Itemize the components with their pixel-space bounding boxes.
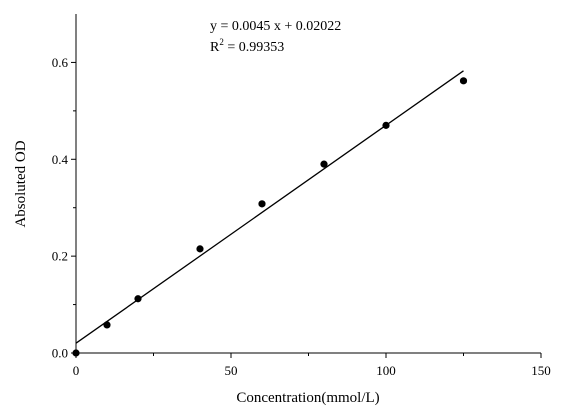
fit-line-group [75, 70, 464, 344]
y-tick-label: 0.4 [52, 152, 69, 167]
axes [75, 14, 541, 354]
r-squared-prefix: R [210, 40, 220, 55]
data-point [134, 295, 142, 303]
data-point [258, 200, 266, 208]
x-tick-label: 150 [531, 363, 551, 378]
data-point [382, 121, 390, 129]
data-point [459, 77, 468, 85]
r-squared-superscript: 2 [219, 37, 224, 47]
equation-annotation: y = 0.0045 x + 0.02022 [210, 19, 341, 34]
data-point [320, 160, 328, 168]
r-squared-annotation: R2 = 0.99353 [210, 37, 284, 55]
y-tick-label: 0.2 [52, 249, 68, 264]
data-point [103, 321, 111, 329]
ticks: 0 50 100 150 0.0 0.2 0.4 0.6 [52, 55, 551, 378]
data-points [72, 77, 468, 357]
y-axis-label: Absoluted OD [13, 140, 29, 227]
y-tick-label: 0.6 [52, 55, 69, 70]
data-point [196, 245, 204, 253]
x-tick-label: 100 [376, 363, 396, 378]
fit-line [75, 70, 464, 344]
data-point [72, 349, 80, 357]
x-axis-label: Concentration(mmol/L) [236, 390, 379, 406]
r-squared-value: = 0.99353 [224, 40, 284, 55]
x-tick-label: 50 [225, 363, 238, 378]
y-tick-label: 0.0 [52, 346, 68, 361]
x-tick-label: 0 [73, 363, 80, 378]
